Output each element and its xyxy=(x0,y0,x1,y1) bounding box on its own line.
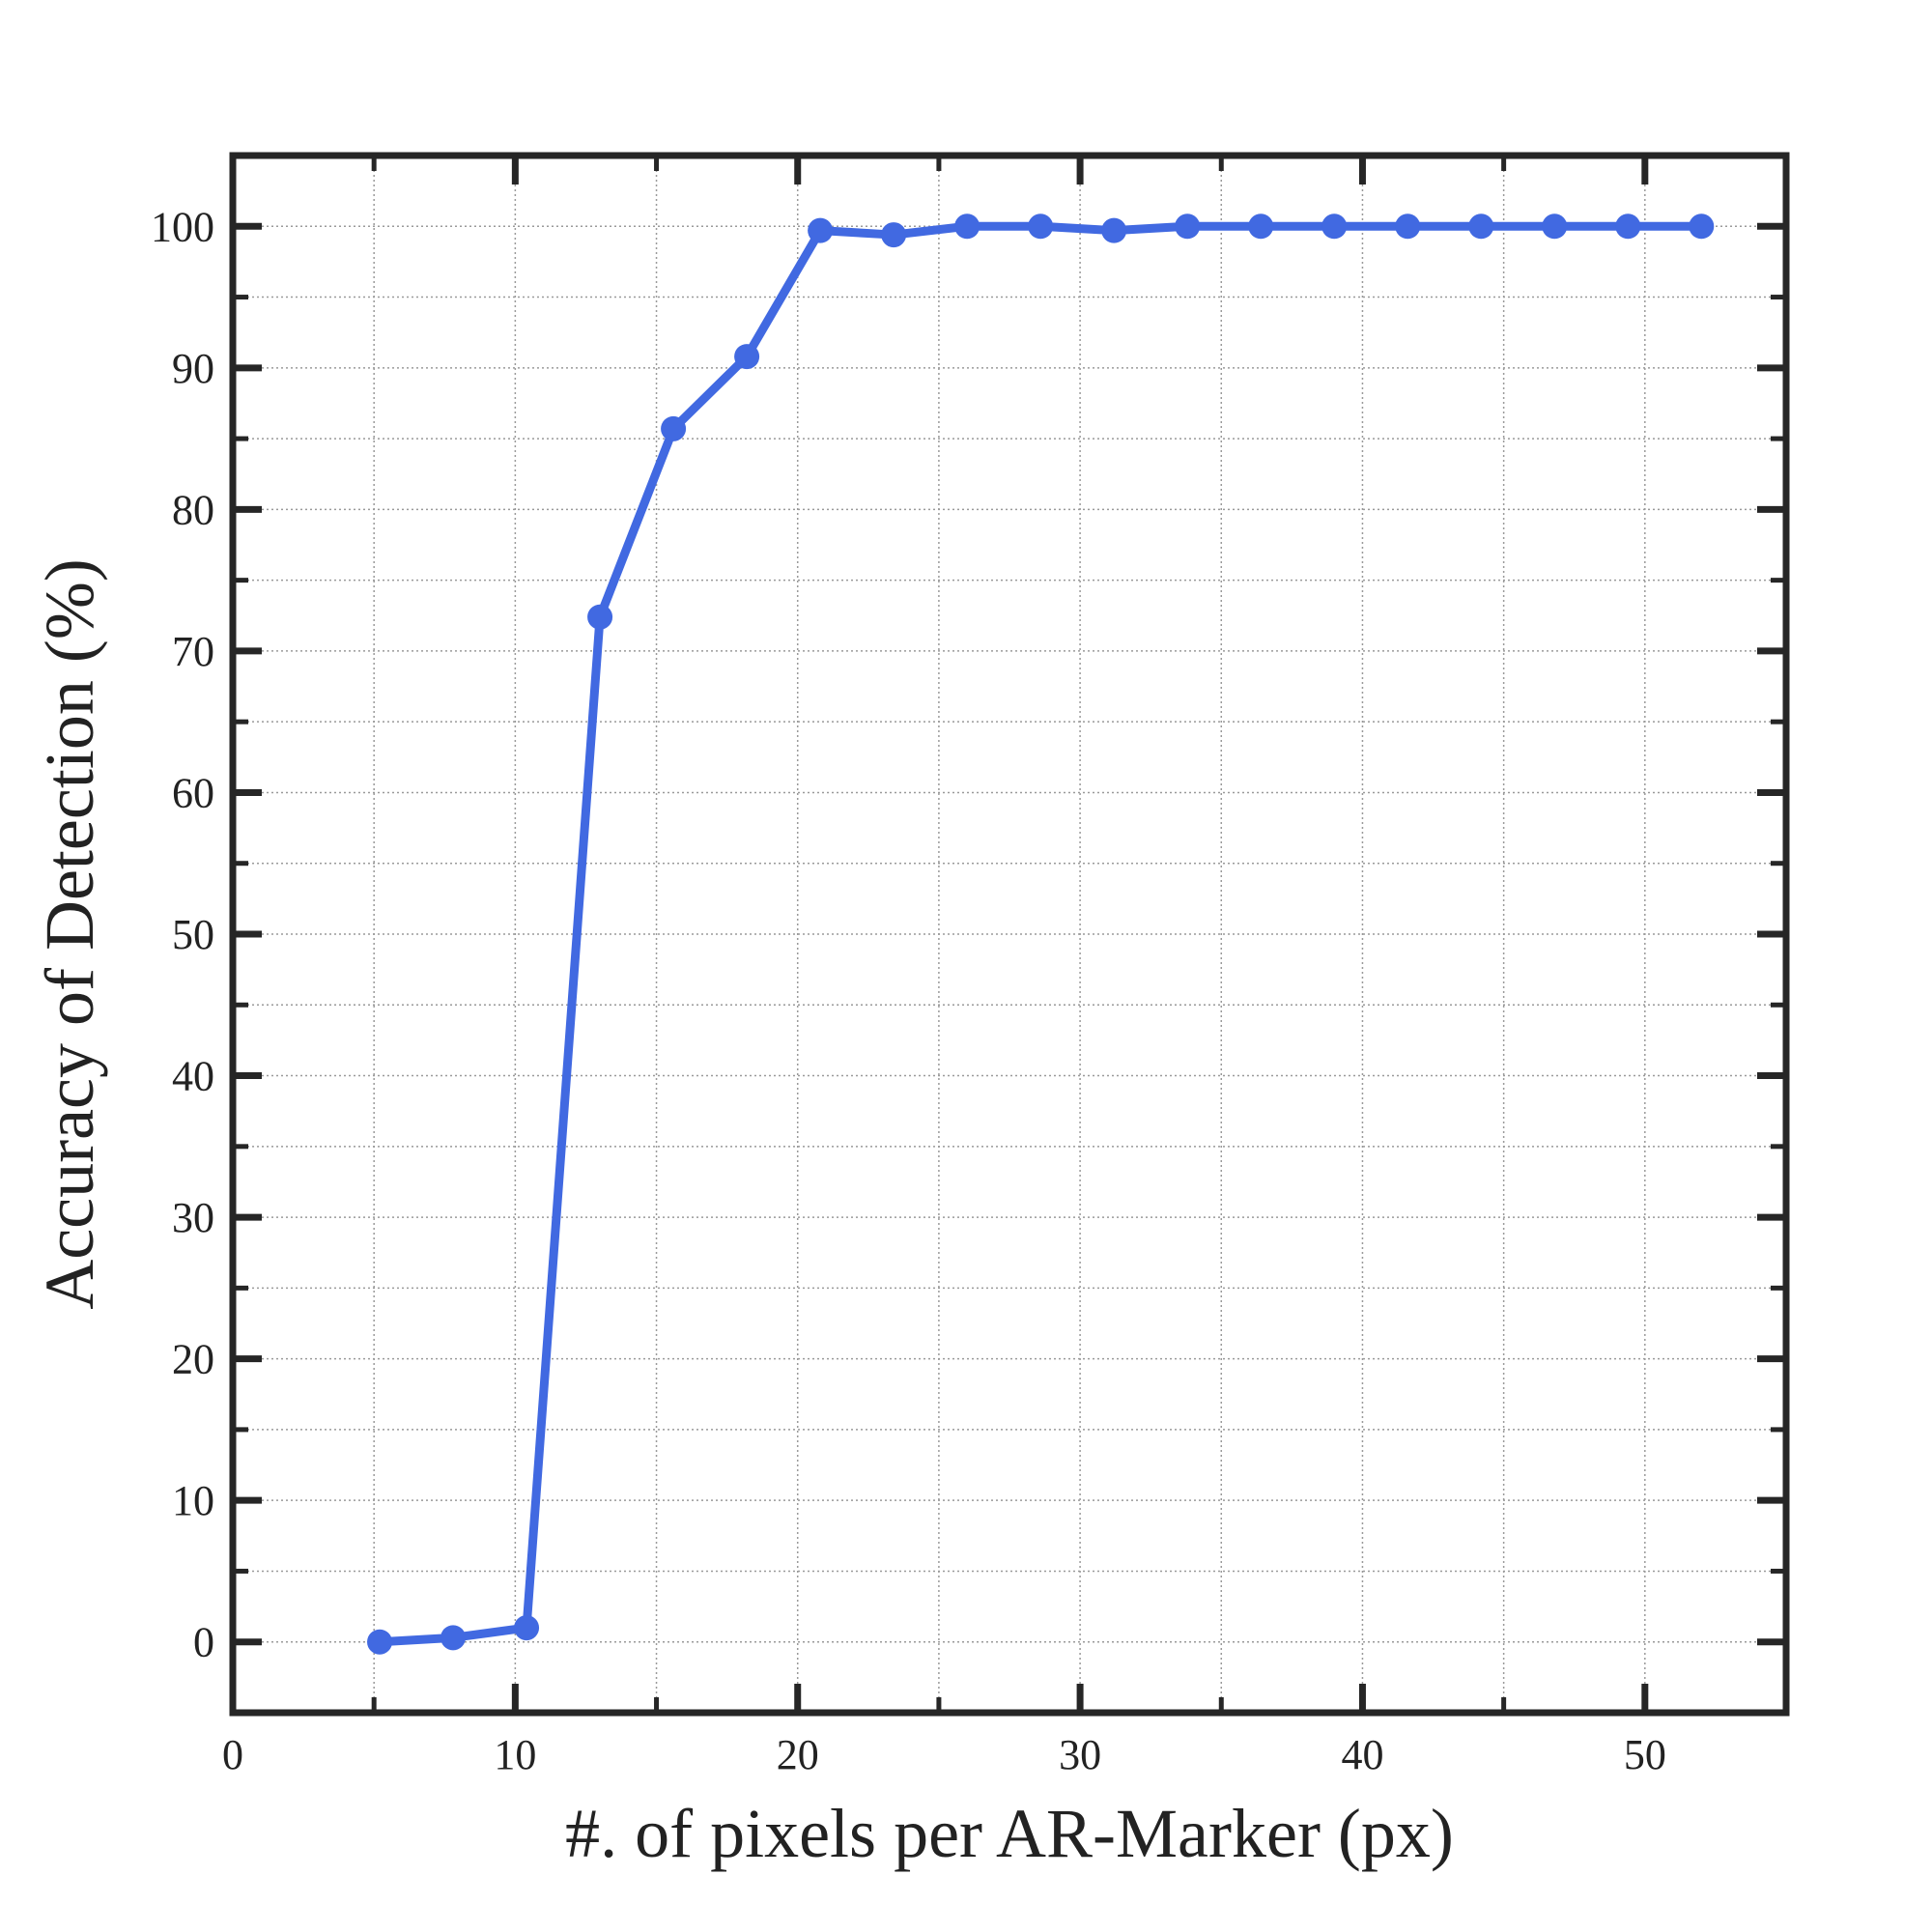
y-tick-label: 100 xyxy=(151,203,214,250)
data-point xyxy=(734,344,760,370)
data-point xyxy=(367,1629,393,1655)
y-tick-label: 30 xyxy=(172,1194,214,1241)
y-axis-title: Accuracy of Detection (%) xyxy=(31,558,108,1310)
y-tick-label: 80 xyxy=(172,486,214,533)
y-tick-label: 70 xyxy=(172,628,214,675)
x-tick-label: 30 xyxy=(1059,1731,1101,1778)
data-point xyxy=(440,1625,467,1651)
data-point xyxy=(514,1615,540,1641)
x-tick-label: 40 xyxy=(1341,1731,1383,1778)
x-tick-label: 10 xyxy=(494,1731,536,1778)
y-tick-label: 0 xyxy=(193,1619,214,1666)
x-tick-label: 20 xyxy=(777,1731,819,1778)
y-tick-label: 90 xyxy=(172,345,214,392)
data-point xyxy=(808,217,834,243)
grid xyxy=(232,156,1786,1713)
x-tick-labels: 0 10 20 30 40 50 xyxy=(222,1731,1666,1778)
data-point xyxy=(1101,217,1127,243)
y-tick-label: 40 xyxy=(172,1053,214,1100)
data-point xyxy=(587,604,613,630)
data-point xyxy=(1542,213,1568,240)
data-point xyxy=(1321,213,1348,240)
y-tick-label: 10 xyxy=(172,1477,214,1524)
y-tick-label: 50 xyxy=(172,911,214,958)
y-tick-labels: 0 10 20 30 40 50 60 70 80 90 100 xyxy=(151,203,214,1665)
x-tick-label: 50 xyxy=(1624,1731,1666,1778)
x-tick-label: 0 xyxy=(222,1731,243,1778)
data-point xyxy=(1615,213,1641,240)
y-tick-label: 20 xyxy=(172,1336,214,1383)
y-tick-label: 60 xyxy=(172,769,214,816)
data-point xyxy=(661,415,687,441)
data-series xyxy=(367,213,1715,1655)
data-point xyxy=(954,213,980,240)
data-point xyxy=(881,222,907,248)
data-point xyxy=(1175,213,1201,240)
data-point xyxy=(1468,213,1494,240)
data-point xyxy=(1395,213,1421,240)
x-axis-title: #. of pixels per AR-Marker (px) xyxy=(565,1795,1454,1872)
plot-frame xyxy=(229,152,1790,1717)
data-point xyxy=(1689,213,1715,240)
data-point xyxy=(1028,213,1054,240)
data-point xyxy=(1248,213,1274,240)
